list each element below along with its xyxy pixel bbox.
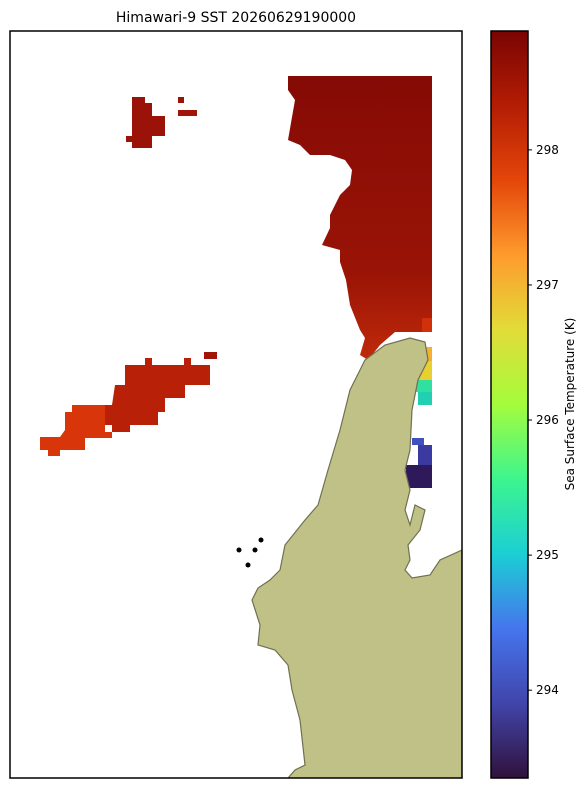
land xyxy=(251,337,462,778)
marker xyxy=(258,537,264,543)
colorbar-tick-label: 298 xyxy=(536,143,559,157)
colorbar-tick-label: 296 xyxy=(536,413,559,427)
sst-patch xyxy=(406,465,432,488)
sst-patch xyxy=(126,97,165,148)
sst-patch xyxy=(178,110,197,116)
colorbar-tick-label: 297 xyxy=(536,278,559,292)
sst-patch xyxy=(184,358,191,365)
map-frame xyxy=(9,30,463,779)
colorbar xyxy=(490,30,529,779)
colorbar-tick-label: 294 xyxy=(536,683,559,697)
sst-patch xyxy=(105,358,210,432)
sst-patch xyxy=(178,97,184,103)
sst-patch xyxy=(204,352,217,359)
sst-patch xyxy=(288,76,432,360)
sst-patch xyxy=(418,445,432,465)
map xyxy=(40,76,462,778)
chart-title: Himawari-9 SST 20260629190000 xyxy=(116,10,356,26)
colorbar-label: Sea Surface Temperature (K) xyxy=(563,318,577,491)
sst-patch xyxy=(422,318,432,332)
sst-patch xyxy=(418,392,432,405)
sst-patch xyxy=(40,405,112,456)
marker xyxy=(245,562,251,568)
marker xyxy=(252,547,258,553)
marker xyxy=(236,547,242,553)
colorbar-tick-label: 295 xyxy=(536,548,559,562)
sst-patch xyxy=(412,438,424,445)
